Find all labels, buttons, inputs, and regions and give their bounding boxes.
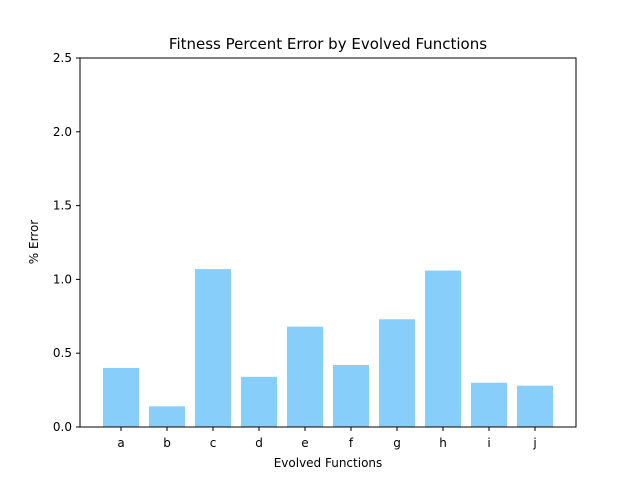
x-tick-label-a: a (117, 436, 124, 450)
bar-h (425, 270, 461, 427)
y-tick-label-1: 0.5 (53, 346, 72, 360)
x-tick-label-b: b (163, 436, 171, 450)
bar-a (103, 367, 139, 427)
x-tick-label-i: i (487, 436, 490, 450)
x-tick-label-f: f (349, 436, 354, 450)
x-tick-label-j: j (532, 436, 536, 450)
bar-i (471, 382, 507, 427)
bar-j (517, 385, 553, 427)
y-tick-label-2: 1.0 (53, 272, 72, 286)
y-ticks-layer: 0.0 0.5 1.0 1.5 2.0 2.5 (53, 51, 80, 434)
bar-d (241, 376, 277, 427)
x-tick-label-c: c (210, 436, 217, 450)
bar-c (195, 269, 231, 427)
x-tick-label-g: g (393, 436, 401, 450)
y-tick-label-5: 2.5 (53, 51, 72, 65)
x-tick-label-d: d (255, 436, 263, 450)
plot-frame (79, 57, 577, 428)
bar-f (333, 365, 369, 427)
y-tick-label-4: 2.0 (53, 125, 72, 139)
chart-title: Fitness Percent Error by Evolved Functio… (169, 35, 487, 53)
bars-layer (103, 269, 553, 427)
bar-b (149, 406, 185, 427)
bar-g (379, 319, 415, 427)
bar-e (287, 326, 323, 427)
y-axis-label: % Error (27, 220, 41, 265)
x-tick-label-e: e (301, 436, 308, 450)
y-tick-label-0: 0.0 (53, 420, 72, 434)
x-ticks-layer: a b c d e f g h i j (117, 427, 537, 450)
x-tick-label-h: h (439, 436, 447, 450)
x-axis-label: Evolved Functions (274, 456, 383, 470)
y-tick-label-3: 1.5 (53, 199, 72, 213)
